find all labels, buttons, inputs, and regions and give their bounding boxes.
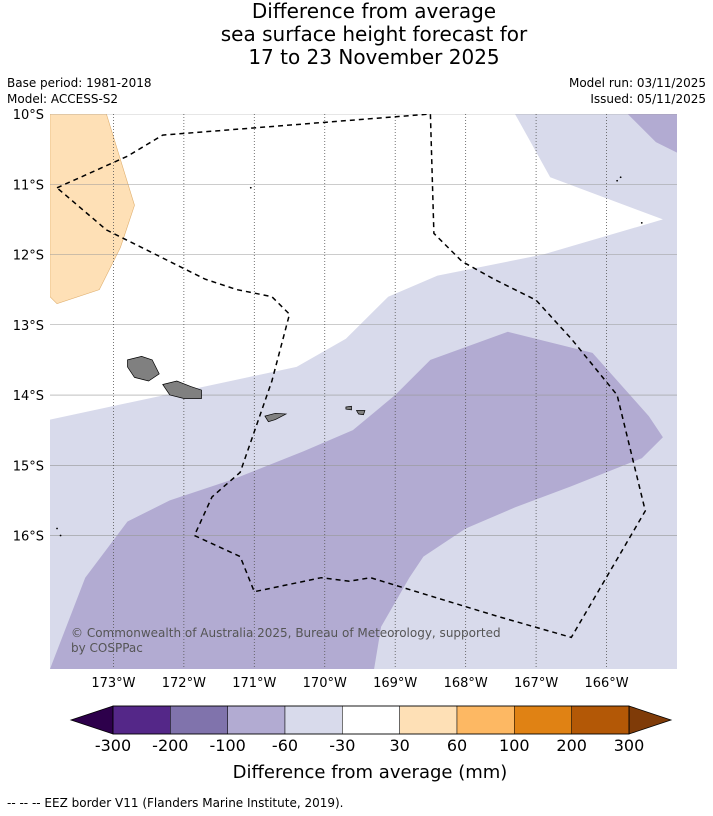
island-shape <box>162 380 202 399</box>
lat-tick-label: 10°S <box>13 108 44 123</box>
model-run: Model run: 03/11/2025 <box>568 76 706 90</box>
meta-right: Model run: 03/11/2025 Issued: 05/11/2025 <box>569 75 706 107</box>
colorbar-title: Difference from average (mm) <box>233 762 508 783</box>
colorbar-segment <box>342 705 400 735</box>
colorbar-segment <box>456 705 515 735</box>
lat-tick-label: 15°S <box>13 459 44 474</box>
colorbar-segment <box>227 705 286 735</box>
title-line-2: sea surface height forecast for <box>220 22 528 46</box>
colorbar-tick-label: -100 <box>210 736 246 755</box>
islet-dot <box>619 176 622 179</box>
colorbar-segment <box>284 705 343 735</box>
colorbar: -300 -200 -100 -60 -30 30 60 100 200 300 <box>69 705 673 755</box>
lon-tick-label: 169°W <box>373 676 417 691</box>
lon-tick-label: 171°W <box>232 676 276 691</box>
anomaly-region <box>627 114 677 153</box>
colorbar-extend-low <box>69 705 114 735</box>
eez-legend-note: -- -- -- EEZ border V11 (Flanders Marine… <box>7 796 344 810</box>
copyright-credit: © Commonwealth of Australia 2025, Bureau… <box>71 626 501 655</box>
islet-dot <box>56 527 58 530</box>
colorbar-tick-label: 100 <box>499 736 530 755</box>
title-line-3: 17 to 23 November 2025 <box>248 45 500 69</box>
island-shape <box>355 410 366 416</box>
colorbar-segment <box>571 705 630 735</box>
base-period: Base period: 1981-2018 <box>7 76 152 90</box>
colorbar-tick-label: 60 <box>447 736 467 755</box>
title-line-1: Difference from average <box>251 0 497 23</box>
colorbar-outline <box>112 705 630 735</box>
meta-left: Base period: 1981-2018 Model: ACCESS-S2 <box>7 75 152 107</box>
colorbar-tick-label: 300 <box>614 736 645 755</box>
colorbar-segment <box>112 705 171 735</box>
lon-tick-label: 167°W <box>514 676 558 691</box>
map-title: Difference from average sea surface heig… <box>0 0 713 69</box>
island-shape <box>127 356 160 382</box>
colorbar-extend-high <box>628 705 673 735</box>
model-name: Model: ACCESS-S2 <box>7 92 119 106</box>
lon-tick-label: 170°W <box>303 676 347 691</box>
islands <box>56 176 643 537</box>
colorbar-segment <box>514 705 572 735</box>
lat-tick-label: 16°S <box>13 530 44 545</box>
colorbar-tick-label: -200 <box>152 736 188 755</box>
anomaly-region <box>50 114 135 305</box>
islet-dot <box>249 186 252 189</box>
lon-tick-label: 168°W <box>444 676 488 691</box>
colorbar-tick-label: -300 <box>95 736 131 755</box>
colorbar-segment <box>399 705 458 735</box>
colorbar-tick-label: 30 <box>389 736 409 755</box>
lon-tick-label: 172°W <box>162 676 206 691</box>
lat-tick-label: 11°S <box>13 178 44 193</box>
colorbar-segment <box>170 705 228 735</box>
island-shape <box>345 405 352 411</box>
lon-tick-label: 166°W <box>584 676 628 691</box>
lat-tick-label: 13°S <box>13 319 44 334</box>
islet-dot <box>640 221 643 224</box>
colorbar-tick-label: -30 <box>329 736 355 755</box>
anomaly-regions <box>50 114 677 669</box>
lat-tick-label: 12°S <box>13 249 44 264</box>
issued-date: Issued: 05/11/2025 <box>590 92 706 106</box>
islet-dot <box>616 179 619 182</box>
island-shape <box>264 412 288 423</box>
colorbar-tick-label: 200 <box>556 736 587 755</box>
anomaly-region <box>50 331 663 669</box>
islet-dot <box>59 534 62 537</box>
latitude-labels: 10°S 11°S 12°S 13°S 14°S 15°S 16°S <box>13 108 44 545</box>
colorbar-tick-label: -60 <box>272 736 298 755</box>
lon-tick-label: 173°W <box>91 676 135 691</box>
lat-tick-label: 14°S <box>13 389 44 404</box>
longitude-labels: 173°W 172°W 171°W 170°W 169°W 168°W 167°W 166°W <box>91 676 628 691</box>
